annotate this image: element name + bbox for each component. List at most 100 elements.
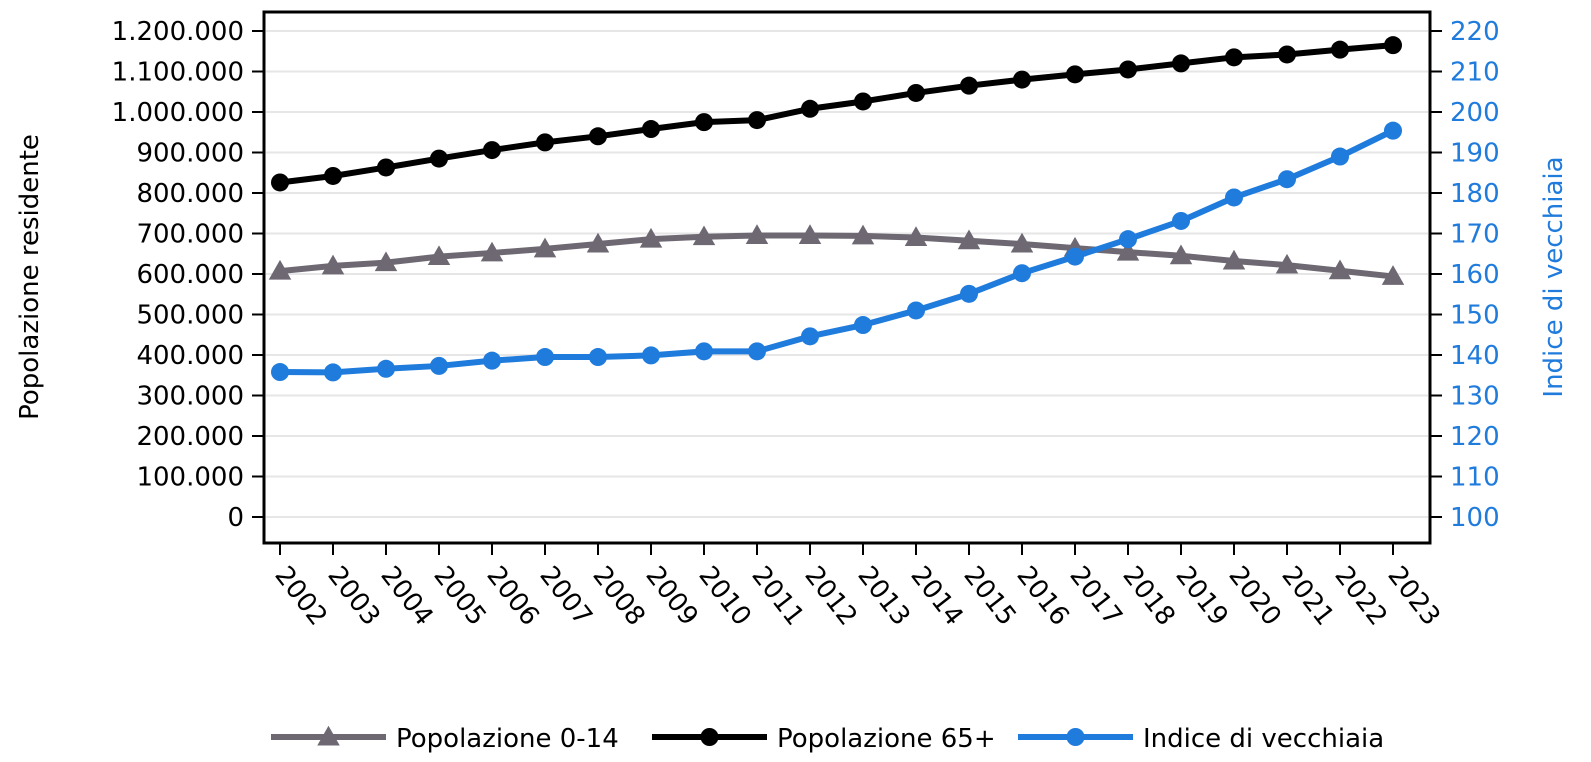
x-tick-label: 2023 — [1381, 561, 1445, 632]
x-axis: 2002200320042005200620072008200920102011… — [268, 543, 1446, 632]
series-line — [279, 232, 1394, 280]
data-point — [695, 342, 713, 361]
x-tick-label: 2016 — [1010, 561, 1074, 632]
x-tick-label: 2014 — [904, 561, 968, 632]
series-indice-di-vecchiaia — [271, 121, 1402, 382]
data-point — [483, 141, 501, 160]
data-point — [960, 284, 978, 303]
x-tick-label: 2022 — [1328, 561, 1392, 632]
data-point — [801, 327, 819, 346]
series-popolazione-65- — [271, 36, 1402, 192]
data-point — [907, 301, 925, 320]
x-tick-label: 2018 — [1116, 561, 1180, 632]
x-tick-label: 2002 — [268, 561, 332, 632]
data-point — [1328, 259, 1352, 280]
x-tick-label: 2020 — [1222, 561, 1286, 632]
right-axis-title: Indice di vecchiaia — [1539, 156, 1569, 397]
right-tick-label: 110 — [1450, 463, 1500, 493]
right-tick-label: 220 — [1450, 17, 1500, 47]
left-tick-label: 1.100.000 — [112, 58, 244, 88]
data-point — [1384, 121, 1402, 140]
grid-lines — [266, 30, 1428, 518]
data-point — [1275, 253, 1299, 274]
data-point — [536, 348, 554, 367]
data-point — [1013, 264, 1031, 283]
legend: Popolazione 0-14 Popolazione 65+ Indice di… — [271, 724, 1384, 754]
series-line — [279, 42, 1394, 186]
x-tick-label: 2009 — [639, 561, 703, 632]
right-tick-label: 200 — [1450, 98, 1500, 128]
data-point — [1225, 188, 1243, 207]
data-point — [1222, 249, 1246, 270]
right-tick-label: 210 — [1450, 58, 1500, 88]
x-tick-label: 2004 — [374, 561, 438, 632]
series-layer — [268, 36, 1405, 382]
legend-marker — [700, 728, 719, 746]
legend-item: Indice di vecchiaia — [1018, 724, 1384, 754]
left-tick-label: 1.000.000 — [112, 98, 244, 128]
x-tick-label: 2021 — [1275, 561, 1339, 632]
data-point — [324, 363, 342, 382]
data-point — [271, 363, 289, 382]
data-point — [483, 351, 501, 370]
left-tick-label: 700.000 — [136, 220, 244, 250]
x-tick-label: 2010 — [692, 561, 756, 632]
right-tick-label: 150 — [1450, 301, 1500, 331]
left-tick-label: 200.000 — [136, 422, 244, 452]
right-tick-label: 160 — [1450, 260, 1500, 290]
data-point — [1172, 211, 1190, 230]
x-tick-label: 2006 — [480, 561, 544, 632]
data-point — [1331, 147, 1349, 166]
plot-frame — [262, 10, 1432, 545]
right-tick-label: 130 — [1450, 382, 1500, 412]
data-point — [748, 111, 766, 130]
data-point — [374, 251, 398, 272]
data-point — [907, 83, 925, 102]
left-tick-label: 0 — [227, 503, 244, 533]
data-point — [324, 166, 342, 185]
data-point — [1331, 40, 1349, 59]
data-point — [427, 245, 451, 266]
left-axis: 0 100.000 200.000 300.000 400.000 500.000 600.… — [112, 17, 264, 533]
data-point — [1278, 170, 1296, 189]
legend-label: Indice di vecchiaia — [1143, 724, 1384, 754]
data-point — [1119, 230, 1137, 249]
data-point — [1013, 70, 1031, 89]
series-line — [279, 127, 1395, 376]
legend-label: Popolazione 0-14 — [396, 724, 619, 754]
x-tick-label: 2015 — [957, 561, 1021, 632]
legend-item: Popolazione 65+ — [652, 724, 996, 754]
data-point — [589, 127, 607, 146]
data-point — [533, 237, 557, 258]
data-point — [801, 99, 819, 118]
data-point — [1225, 48, 1243, 67]
data-point — [268, 259, 292, 280]
x-tick-label: 2007 — [533, 561, 597, 632]
data-point — [1010, 232, 1034, 253]
left-tick-label: 800.000 — [136, 179, 244, 209]
right-tick-label: 140 — [1450, 341, 1500, 371]
left-tick-label: 300.000 — [136, 382, 244, 412]
data-point — [1169, 244, 1193, 265]
right-tick-label: 120 — [1450, 422, 1500, 452]
left-tick-label: 900.000 — [136, 139, 244, 169]
right-axis: 100 110 120 130 140 150 160 170 180 190 200 210 220 — [1430, 17, 1500, 533]
data-point — [1384, 36, 1402, 55]
left-axis-title: Popolazione residente — [15, 134, 45, 420]
x-tick-label: 2017 — [1063, 561, 1127, 632]
data-point — [480, 241, 504, 262]
data-point — [1119, 60, 1137, 79]
data-point — [642, 346, 660, 365]
data-point — [854, 92, 872, 111]
right-tick-label: 180 — [1450, 179, 1500, 209]
data-point — [1172, 54, 1190, 73]
data-point — [1278, 45, 1296, 64]
legend-marker — [1066, 728, 1085, 746]
data-point — [851, 224, 875, 245]
data-point — [798, 224, 822, 244]
data-point — [321, 254, 345, 275]
x-tick-label: 2003 — [321, 561, 385, 632]
data-point — [430, 149, 448, 168]
data-point — [271, 173, 289, 192]
